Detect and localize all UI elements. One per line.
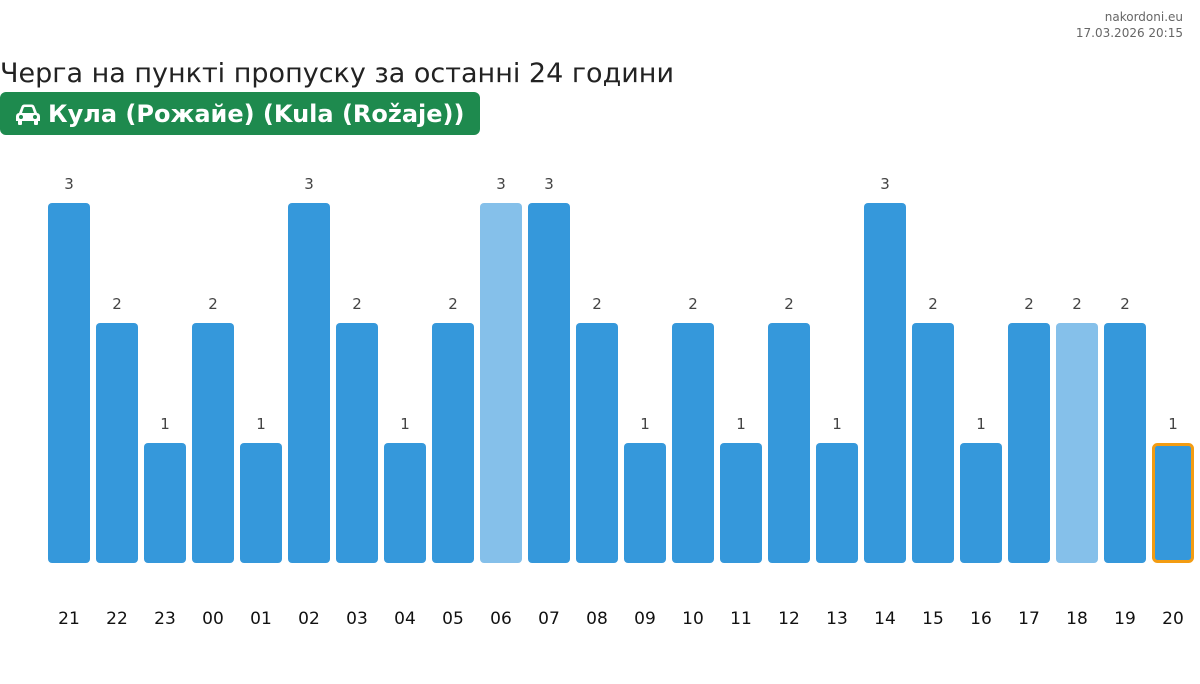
value-label-19: 2 — [1120, 295, 1130, 313]
tick-label-09: 09 — [634, 609, 656, 629]
tick-label-06: 06 — [490, 609, 512, 629]
tick-label-22: 22 — [106, 609, 128, 629]
value-label-23: 1 — [160, 415, 170, 433]
value-label-21: 3 — [64, 175, 74, 193]
page-title: Черга на пункті пропуску за останні 24 г… — [0, 58, 674, 89]
tick-label-20: 20 — [1162, 609, 1184, 629]
bar-03 — [336, 323, 378, 563]
value-label-07: 3 — [544, 175, 554, 193]
bar-21 — [48, 203, 90, 563]
checkpoint-name: Кула (Рожайе) (Kula (Rožaje)) — [48, 99, 465, 128]
bar-14 — [864, 203, 906, 563]
value-label-09: 1 — [640, 415, 650, 433]
value-label-10: 2 — [688, 295, 698, 313]
bar-04 — [384, 443, 426, 563]
bar-22 — [96, 323, 138, 563]
bar-23 — [144, 443, 186, 563]
bar-01 — [240, 443, 282, 563]
tick-label-08: 08 — [586, 609, 608, 629]
tick-label-10: 10 — [682, 609, 704, 629]
bar-10 — [672, 323, 714, 563]
bar-20 — [1152, 443, 1194, 563]
bar-15 — [912, 323, 954, 563]
bar-12 — [768, 323, 810, 563]
tick-label-15: 15 — [922, 609, 944, 629]
bar-00 — [192, 323, 234, 563]
value-label-02: 3 — [304, 175, 314, 193]
tick-label-03: 03 — [346, 609, 368, 629]
tick-label-07: 07 — [538, 609, 560, 629]
value-label-22: 2 — [112, 295, 122, 313]
value-label-18: 2 — [1072, 295, 1082, 313]
value-label-08: 2 — [592, 295, 602, 313]
value-label-16: 1 — [976, 415, 986, 433]
value-label-01: 1 — [256, 415, 266, 433]
value-label-04: 1 — [400, 415, 410, 433]
tick-label-16: 16 — [970, 609, 992, 629]
tick-label-21: 21 — [58, 609, 80, 629]
bar-19 — [1104, 323, 1146, 563]
value-label-05: 2 — [448, 295, 458, 313]
tick-label-19: 19 — [1114, 609, 1136, 629]
bar-02 — [288, 203, 330, 563]
tick-label-00: 00 — [202, 609, 224, 629]
site-info: nakordoni.eu 17.03.2026 20:15 — [1076, 9, 1183, 41]
value-label-03: 2 — [352, 295, 362, 313]
tick-label-14: 14 — [874, 609, 896, 629]
checkpoint-badge: Кула (Рожайе) (Kula (Rožaje)) — [0, 92, 481, 135]
bar-08 — [576, 323, 618, 563]
bar-06 — [480, 203, 522, 563]
bar-11 — [720, 443, 762, 563]
value-label-00: 2 — [208, 295, 218, 313]
tick-label-17: 17 — [1018, 609, 1040, 629]
tick-label-11: 11 — [730, 609, 752, 629]
value-label-15: 2 — [928, 295, 938, 313]
value-label-13: 1 — [832, 415, 842, 433]
timestamp: 17.03.2026 20:15 — [1075, 26, 1183, 40]
bar-05 — [432, 323, 474, 563]
bar-07 — [528, 203, 570, 563]
tick-label-18: 18 — [1066, 609, 1088, 629]
bar-17 — [1008, 323, 1050, 563]
tick-label-02: 02 — [298, 609, 320, 629]
value-label-06: 3 — [496, 175, 506, 193]
value-label-14: 3 — [880, 175, 890, 193]
bar-16 — [960, 443, 1002, 563]
site-name: nakordoni.eu — [1104, 10, 1183, 24]
bar-13 — [816, 443, 858, 563]
value-label-20: 1 — [1168, 415, 1178, 433]
bar-18 — [1056, 323, 1098, 563]
bar-09 — [624, 443, 666, 563]
tick-label-04: 04 — [394, 609, 416, 629]
car-icon — [16, 104, 40, 125]
tick-label-12: 12 — [778, 609, 800, 629]
tick-label-05: 05 — [442, 609, 464, 629]
value-label-11: 1 — [736, 415, 746, 433]
value-label-17: 2 — [1024, 295, 1034, 313]
tick-label-01: 01 — [250, 609, 272, 629]
value-label-12: 2 — [784, 295, 794, 313]
tick-label-23: 23 — [154, 609, 176, 629]
tick-label-13: 13 — [826, 609, 848, 629]
